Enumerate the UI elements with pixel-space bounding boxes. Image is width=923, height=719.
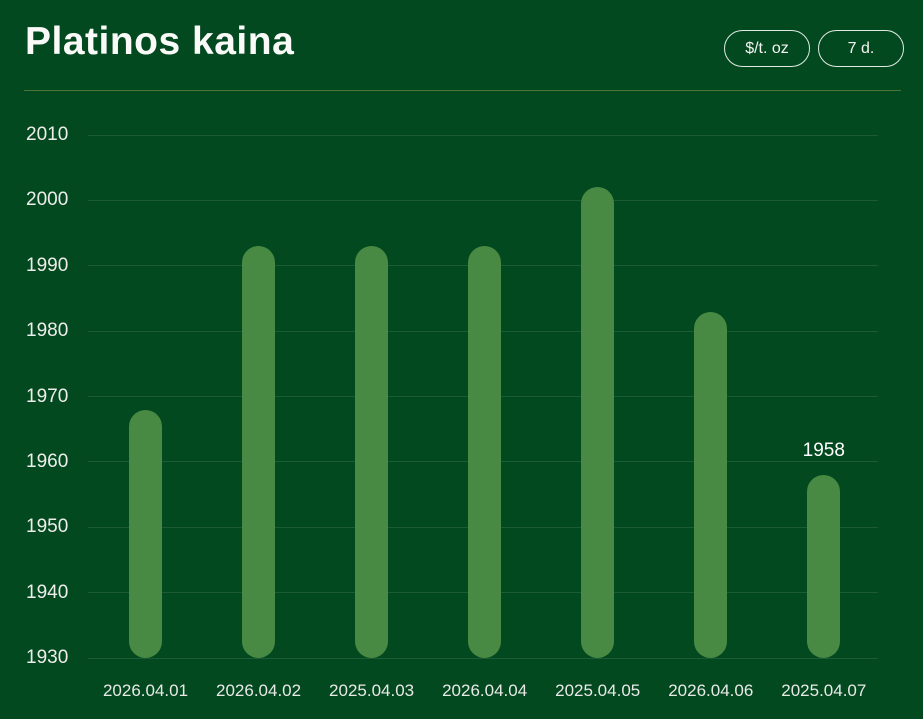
header-divider (24, 90, 901, 91)
x-axis-tick-label: 2025.04.05 (555, 681, 641, 700)
x-axis-tick-label: 2026.04.02 (216, 681, 302, 700)
bar-2025.04.05[interactable] (581, 187, 615, 658)
y-axis-tick-label: 2000 (26, 189, 69, 211)
x-axis-tick-label: 2026.04.04 (442, 681, 528, 700)
y-axis-tick-label: 1940 (26, 581, 69, 603)
y-axis-tick-label: 1970 (26, 385, 69, 407)
y-axis-tick-label: 1960 (26, 450, 69, 472)
bar-2025.04.07[interactable] (807, 474, 841, 658)
x-axis-tick-label: 2025.04.07 (781, 681, 867, 700)
page-title: Platinos kaina (25, 20, 295, 63)
y-axis-tick-label: 1980 (26, 320, 69, 342)
x-axis-tick-label: 2026.04.01 (102, 681, 189, 700)
y-axis-tick-label: 2010 (26, 124, 69, 145)
y-axis-tick-label: 1950 (26, 516, 69, 538)
header-controls: $/t. oz 7 d. (724, 30, 904, 67)
gridline (88, 657, 878, 659)
y-axis-tick-label: 1930 (26, 647, 69, 668)
unit-button[interactable]: $/t. oz (724, 30, 810, 67)
gridline (88, 199, 878, 201)
bar-2026.04.04[interactable] (468, 246, 502, 658)
gridline (88, 134, 878, 136)
header: Platinos kaina $/t. oz 7 d. (0, 0, 923, 90)
x-axis-tick-label: 2025.04.03 (329, 681, 415, 700)
range-button[interactable]: 7 d. (818, 30, 904, 67)
bar-2026.04.02[interactable] (242, 246, 276, 658)
x-axis-tick-label: 2026.04.06 (668, 681, 754, 700)
bar-value-label: 1958 (802, 439, 845, 461)
y-axis-tick-label: 1990 (26, 254, 69, 276)
bar-2026.04.06[interactable] (694, 311, 728, 658)
bar-2026.04.01[interactable] (129, 409, 162, 658)
bar-2025.04.03[interactable] (355, 246, 389, 658)
